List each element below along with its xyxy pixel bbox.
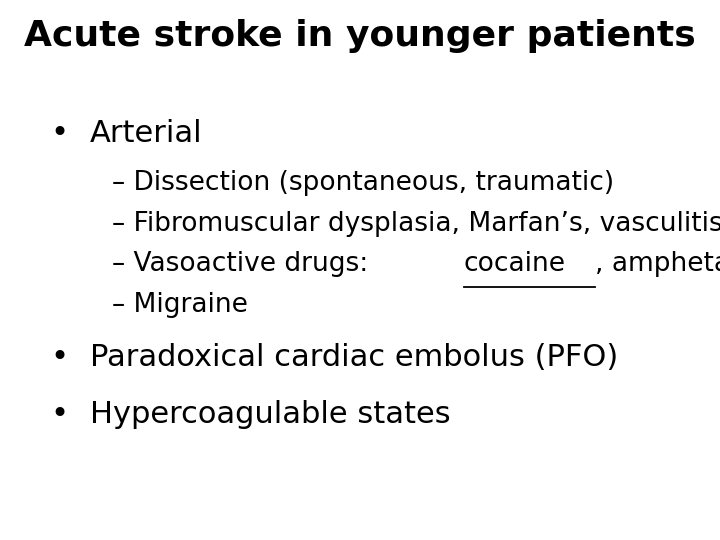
Text: – Dissection (spontaneous, traumatic): – Dissection (spontaneous, traumatic)	[112, 170, 613, 196]
Text: Arterial: Arterial	[90, 119, 202, 148]
Text: – Fibromuscular dysplasia, Marfan’s, vasculitis: – Fibromuscular dysplasia, Marfan’s, vas…	[112, 211, 720, 237]
Text: •: •	[50, 119, 68, 148]
Text: •: •	[50, 400, 68, 429]
Text: Paradoxical cardiac embolus (PFO): Paradoxical cardiac embolus (PFO)	[90, 343, 618, 372]
Text: – Vasoactive drugs:: – Vasoactive drugs:	[112, 251, 384, 277]
Text: Acute stroke in younger patients: Acute stroke in younger patients	[24, 19, 696, 53]
Text: Hypercoagulable states: Hypercoagulable states	[90, 400, 451, 429]
Text: – Migraine: – Migraine	[112, 292, 248, 318]
Text: , amphetamines: , amphetamines	[595, 251, 720, 277]
Text: cocaine: cocaine	[464, 251, 566, 277]
Text: •: •	[50, 343, 68, 372]
